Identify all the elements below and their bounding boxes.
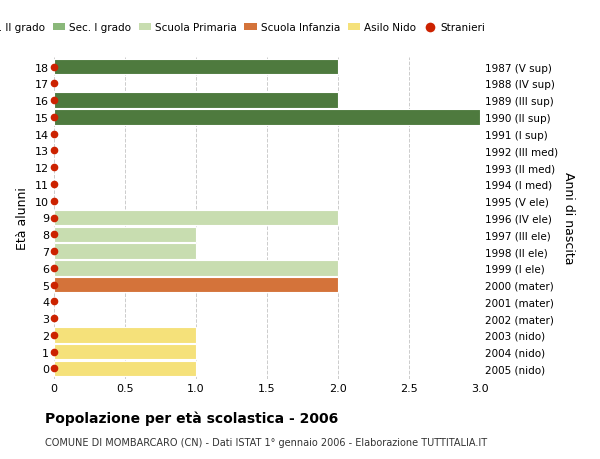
Bar xyxy=(54,277,338,293)
Bar xyxy=(54,60,338,75)
Text: Popolazione per età scolastica - 2006: Popolazione per età scolastica - 2006 xyxy=(45,411,338,425)
Legend: Sec. II grado, Sec. I grado, Scuola Primaria, Scuola Infanzia, Asilo Nido, Stran: Sec. II grado, Sec. I grado, Scuola Prim… xyxy=(0,19,489,38)
Bar xyxy=(54,261,338,276)
Bar xyxy=(54,93,338,109)
Bar xyxy=(54,210,338,226)
Text: COMUNE DI MOMBARCARO (CN) - Dati ISTAT 1° gennaio 2006 - Elaborazione TUTTITALIA: COMUNE DI MOMBARCARO (CN) - Dati ISTAT 1… xyxy=(45,437,487,447)
Bar xyxy=(54,227,196,242)
Bar xyxy=(54,244,196,259)
Bar xyxy=(54,361,196,376)
Bar xyxy=(54,344,196,359)
Y-axis label: Età alunni: Età alunni xyxy=(16,187,29,249)
Y-axis label: Anni di nascita: Anni di nascita xyxy=(562,172,575,264)
Bar xyxy=(54,110,480,125)
Bar xyxy=(54,327,196,343)
